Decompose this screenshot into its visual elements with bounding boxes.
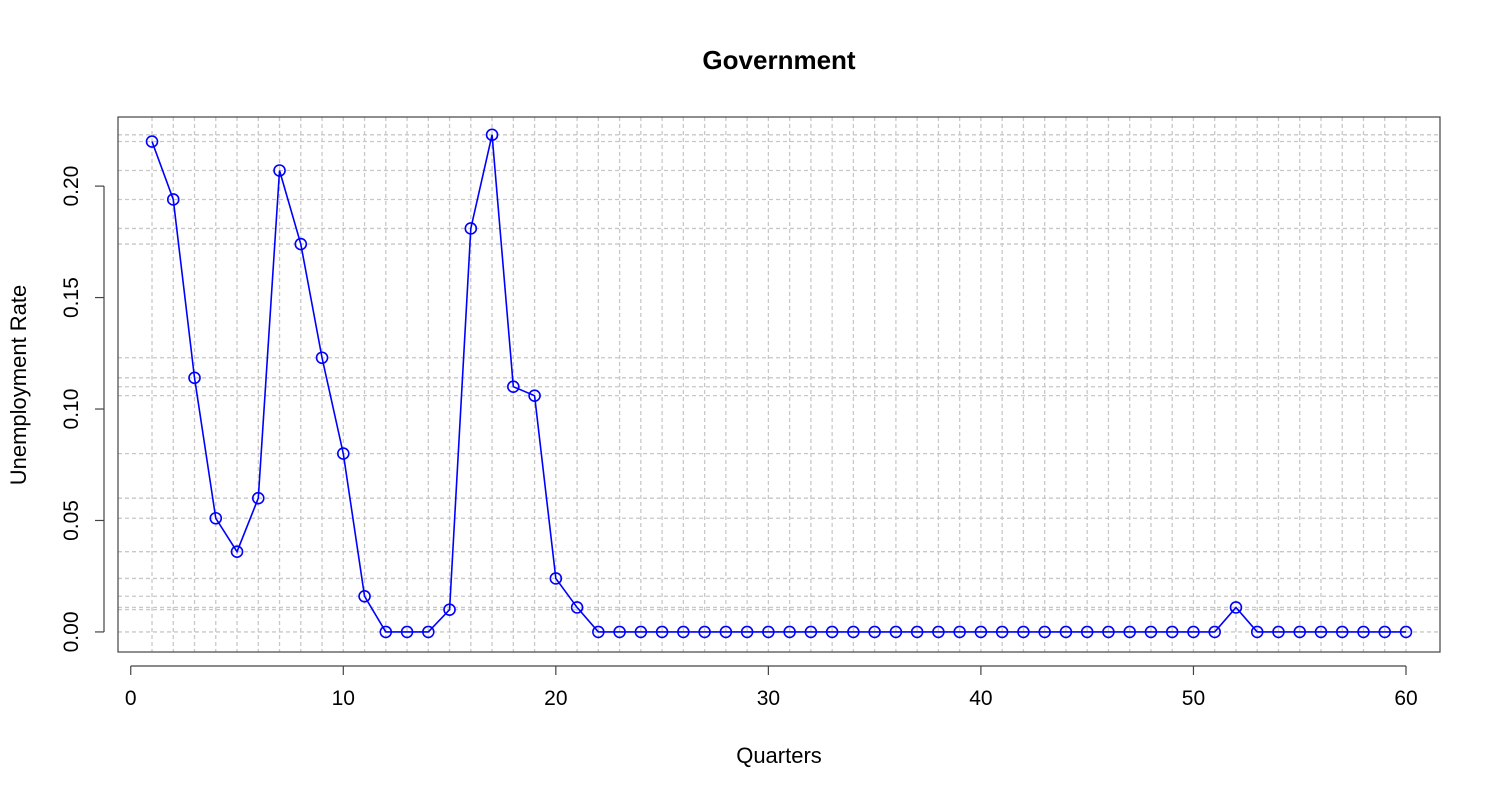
data-point	[528, 389, 541, 402]
data-point	[1229, 601, 1243, 614]
x-tick-label: 30	[757, 687, 780, 710]
grid	[118, 117, 1440, 652]
data-point	[613, 625, 626, 639]
data-point	[825, 625, 839, 639]
data-point	[485, 128, 499, 142]
data-point	[1357, 625, 1370, 639]
data-point	[719, 625, 733, 639]
data-point	[804, 625, 818, 639]
data-point	[422, 625, 435, 639]
plot-frame	[117, 116, 1441, 653]
data-point	[1335, 625, 1349, 639]
axes: 0 10 20 30 40 50 60 0.00 0.05 0.10 0.15 0.20	[60, 166, 1418, 710]
data-point	[740, 625, 754, 639]
data-point	[379, 625, 393, 639]
series-line	[151, 134, 1406, 633]
data-point	[783, 625, 796, 639]
data-point	[889, 625, 903, 639]
data-point	[273, 164, 286, 177]
data-point	[655, 625, 669, 639]
data-point	[1059, 625, 1073, 639]
data-point	[1272, 625, 1285, 639]
chart-title: Government	[702, 45, 855, 75]
data-point	[315, 351, 329, 365]
data-point	[400, 625, 414, 639]
data-point	[443, 603, 456, 616]
data-point	[549, 572, 563, 585]
data-point	[1399, 625, 1413, 639]
x-tick-label: 0	[125, 687, 137, 710]
data-point	[507, 380, 520, 394]
data-point	[145, 135, 159, 148]
y-tick-label: 0.00	[60, 612, 83, 653]
data-point	[230, 545, 244, 558]
data-point	[847, 625, 860, 639]
data-point	[910, 625, 924, 639]
x-tick-label: 10	[332, 687, 355, 710]
data-point	[592, 625, 605, 639]
data-point	[1187, 625, 1200, 639]
data-point	[698, 625, 711, 639]
data-point	[1144, 625, 1158, 639]
data-point	[1208, 625, 1222, 639]
data-point	[358, 589, 371, 603]
data-point	[995, 625, 1009, 639]
data-point	[294, 237, 308, 251]
data-point	[974, 625, 988, 639]
y-axis-title: Unemployment Rate	[6, 285, 31, 486]
data-point	[932, 625, 945, 639]
x-tick-label: 40	[969, 687, 992, 710]
data-point	[953, 625, 966, 639]
data-point	[1038, 625, 1051, 639]
data-point	[1080, 625, 1094, 639]
data-point	[464, 222, 478, 235]
data-point	[1165, 625, 1179, 639]
y-tick-label: 0.10	[60, 389, 83, 430]
data-point	[251, 491, 265, 505]
data-point	[209, 511, 223, 525]
y-tick-label: 0.15	[60, 277, 83, 318]
data-point	[1293, 625, 1307, 639]
data-point	[1314, 625, 1328, 639]
x-tick-label: 20	[544, 687, 567, 710]
x-tick-label: 60	[1394, 687, 1417, 710]
data-point	[868, 625, 881, 639]
series	[145, 128, 1413, 639]
data-point	[570, 601, 584, 614]
data-point	[1102, 625, 1115, 639]
x-axis-title: Quarters	[736, 743, 822, 768]
data-point	[336, 447, 350, 460]
data-point	[1123, 625, 1136, 639]
data-point	[762, 625, 775, 639]
data-point	[1250, 625, 1264, 639]
y-tick-label: 0.20	[60, 166, 83, 207]
data-point	[1378, 625, 1392, 639]
data-point	[677, 625, 690, 639]
x-tick-label: 50	[1182, 687, 1205, 710]
y-tick-label: 0.05	[60, 500, 83, 541]
data-point	[166, 193, 180, 206]
data-point	[1017, 625, 1030, 639]
data-point	[634, 625, 648, 639]
data-point	[188, 371, 201, 385]
